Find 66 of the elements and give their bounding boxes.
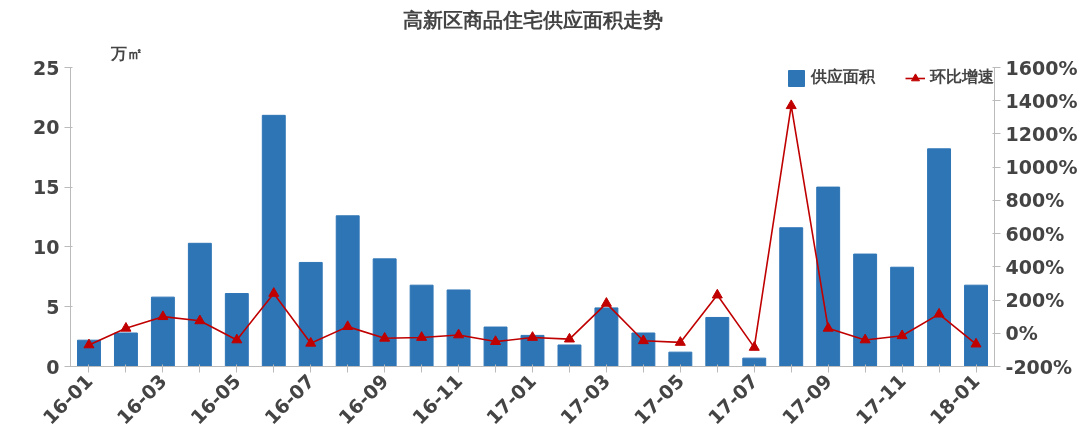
bar — [816, 186, 841, 367]
point — [416, 331, 428, 341]
point — [194, 314, 206, 325]
y2-tick-label: 1200% — [1005, 122, 1078, 145]
bar — [779, 227, 804, 367]
bar — [409, 284, 434, 367]
y-tick-label: 25 — [33, 56, 60, 79]
bar — [298, 261, 323, 367]
point — [342, 320, 354, 331]
point — [268, 287, 280, 297]
y2-tick-label: 600% — [1005, 222, 1065, 245]
bar — [150, 296, 175, 367]
point — [157, 310, 169, 321]
point — [563, 332, 575, 343]
y-tick-label: 20 — [33, 116, 60, 139]
bar — [853, 253, 878, 367]
point — [527, 331, 538, 341]
point — [822, 322, 834, 332]
bar — [668, 351, 693, 367]
bar — [224, 293, 249, 367]
bar — [335, 215, 360, 367]
bar — [705, 316, 730, 367]
point — [859, 333, 871, 344]
bar — [372, 258, 397, 367]
point — [600, 297, 612, 307]
point — [933, 307, 945, 318]
point — [83, 338, 95, 349]
bar — [446, 289, 471, 367]
point — [748, 341, 760, 351]
bar — [483, 326, 508, 367]
point — [970, 337, 982, 348]
chart-title: 高新区商品住宅供应面积走势 — [402, 7, 663, 32]
y-tick-label: 0 — [46, 355, 60, 378]
point — [896, 329, 908, 340]
point — [379, 331, 391, 342]
bar — [187, 242, 212, 367]
bar — [113, 332, 138, 367]
point — [305, 336, 317, 347]
legend-label: 供应面积 — [811, 67, 875, 88]
y-tick-label: 15 — [33, 176, 60, 199]
point — [674, 336, 686, 346]
y2-tick-label: 1000% — [1005, 156, 1078, 179]
y2-tick-label: 800% — [1005, 189, 1065, 212]
y-tick-label: 10 — [33, 235, 60, 258]
bar — [594, 307, 619, 367]
y2-tick-label: 1400% — [1005, 89, 1078, 112]
y2-tick-label: 1600% — [1005, 56, 1078, 79]
y-axis-title: 万㎡ — [109, 43, 143, 63]
point — [785, 99, 797, 110]
point — [120, 322, 132, 332]
y-tick-label: 5 — [46, 295, 60, 318]
bar — [742, 357, 767, 367]
y2-tick-label: 0% — [1005, 322, 1038, 345]
bar — [557, 344, 582, 367]
point — [453, 328, 465, 339]
legend-label: 环比增速 — [930, 67, 994, 88]
point — [637, 334, 649, 345]
bar — [964, 284, 988, 367]
y2-tick-label: 400% — [1005, 255, 1065, 278]
y2-tick-label: 200% — [1005, 289, 1065, 312]
point — [711, 288, 723, 299]
bar — [927, 148, 952, 367]
bar — [261, 114, 286, 367]
bar — [890, 266, 915, 367]
point — [231, 333, 243, 344]
y2-tick-label: -200% — [1005, 355, 1073, 378]
